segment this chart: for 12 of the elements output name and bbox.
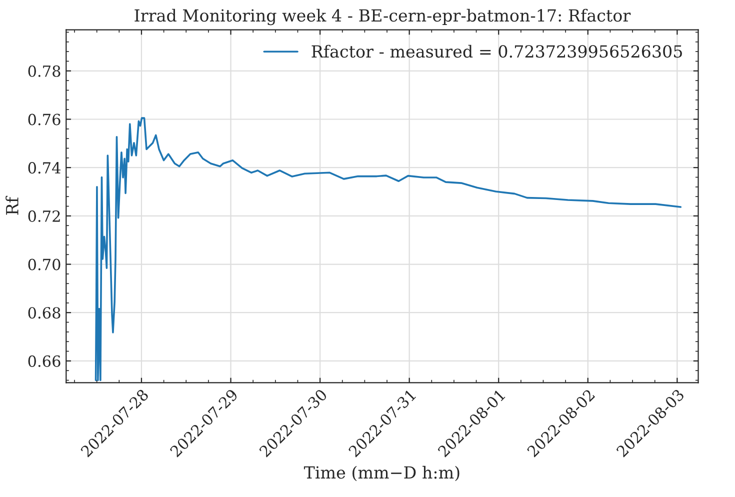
- y-tick-label: 0.70: [28, 258, 60, 270]
- y-tick-label: 0.68: [28, 307, 60, 319]
- legend-label: Rfactor - measured = 0.7237239956526305: [312, 44, 682, 58]
- line-series: [94, 117, 682, 382]
- y-axis-title: Rf: [6, 196, 18, 215]
- y-tick-label: 0.78: [28, 65, 60, 77]
- x-axis-title: Time (mm−D h:m): [304, 466, 460, 482]
- y-tick-label: 0.66: [28, 355, 60, 367]
- chart-title: Irrad Monitoring week 4 - BE-cern-epr-batmon-17: Rfactor: [134, 8, 631, 26]
- y-tick-label: 0.74: [28, 162, 61, 174]
- y-tick-label: 0.76: [28, 114, 60, 126]
- y-tick-label: 0.72: [28, 210, 60, 222]
